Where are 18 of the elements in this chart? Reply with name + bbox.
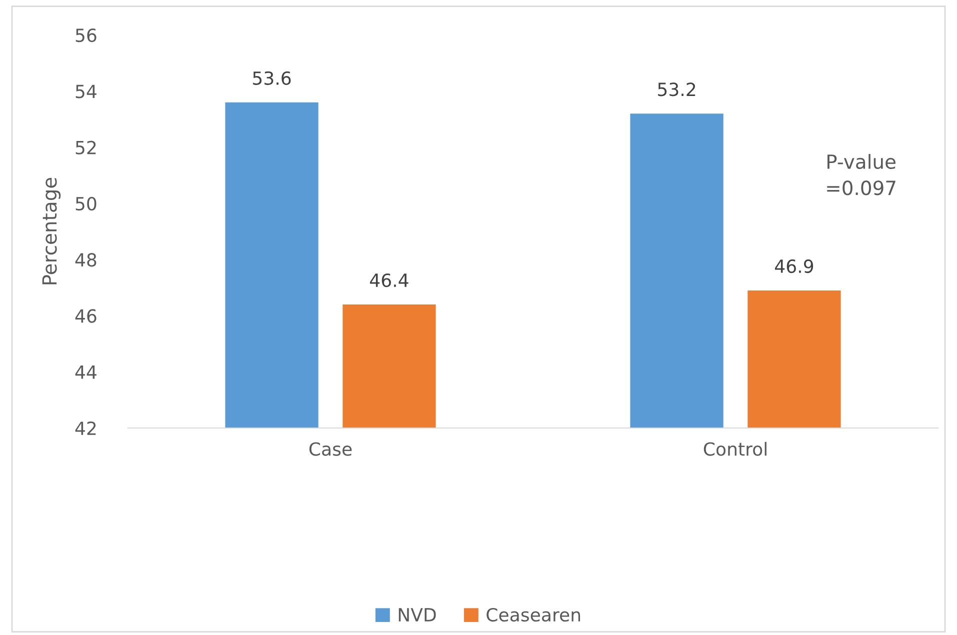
y-tick-label: 42: [75, 421, 96, 435]
y-axis-title: Percentage: [42, 178, 61, 284]
data-label: 53.6: [253, 71, 291, 85]
legend-label: Ceasearen: [486, 608, 580, 622]
y-tick-label: 46: [75, 309, 96, 323]
data-label: 46.4: [370, 273, 408, 288]
y-tick-label: 44: [75, 366, 96, 379]
y-tick-label: 56: [76, 28, 96, 42]
data-label: 53.2: [658, 82, 696, 96]
y-tick-label: 54: [76, 84, 96, 98]
x-tick-label: Control: [704, 442, 766, 456]
legend-label: NVD: [398, 608, 436, 622]
data-label: 46.9: [775, 259, 814, 274]
y-tick-label: 50: [76, 196, 96, 211]
y-tick-label: 48: [75, 253, 96, 267]
y-tick-label: 52: [76, 140, 96, 154]
x-tick-label: Case: [309, 442, 352, 456]
annotation: P-value =0.097: [827, 154, 896, 196]
